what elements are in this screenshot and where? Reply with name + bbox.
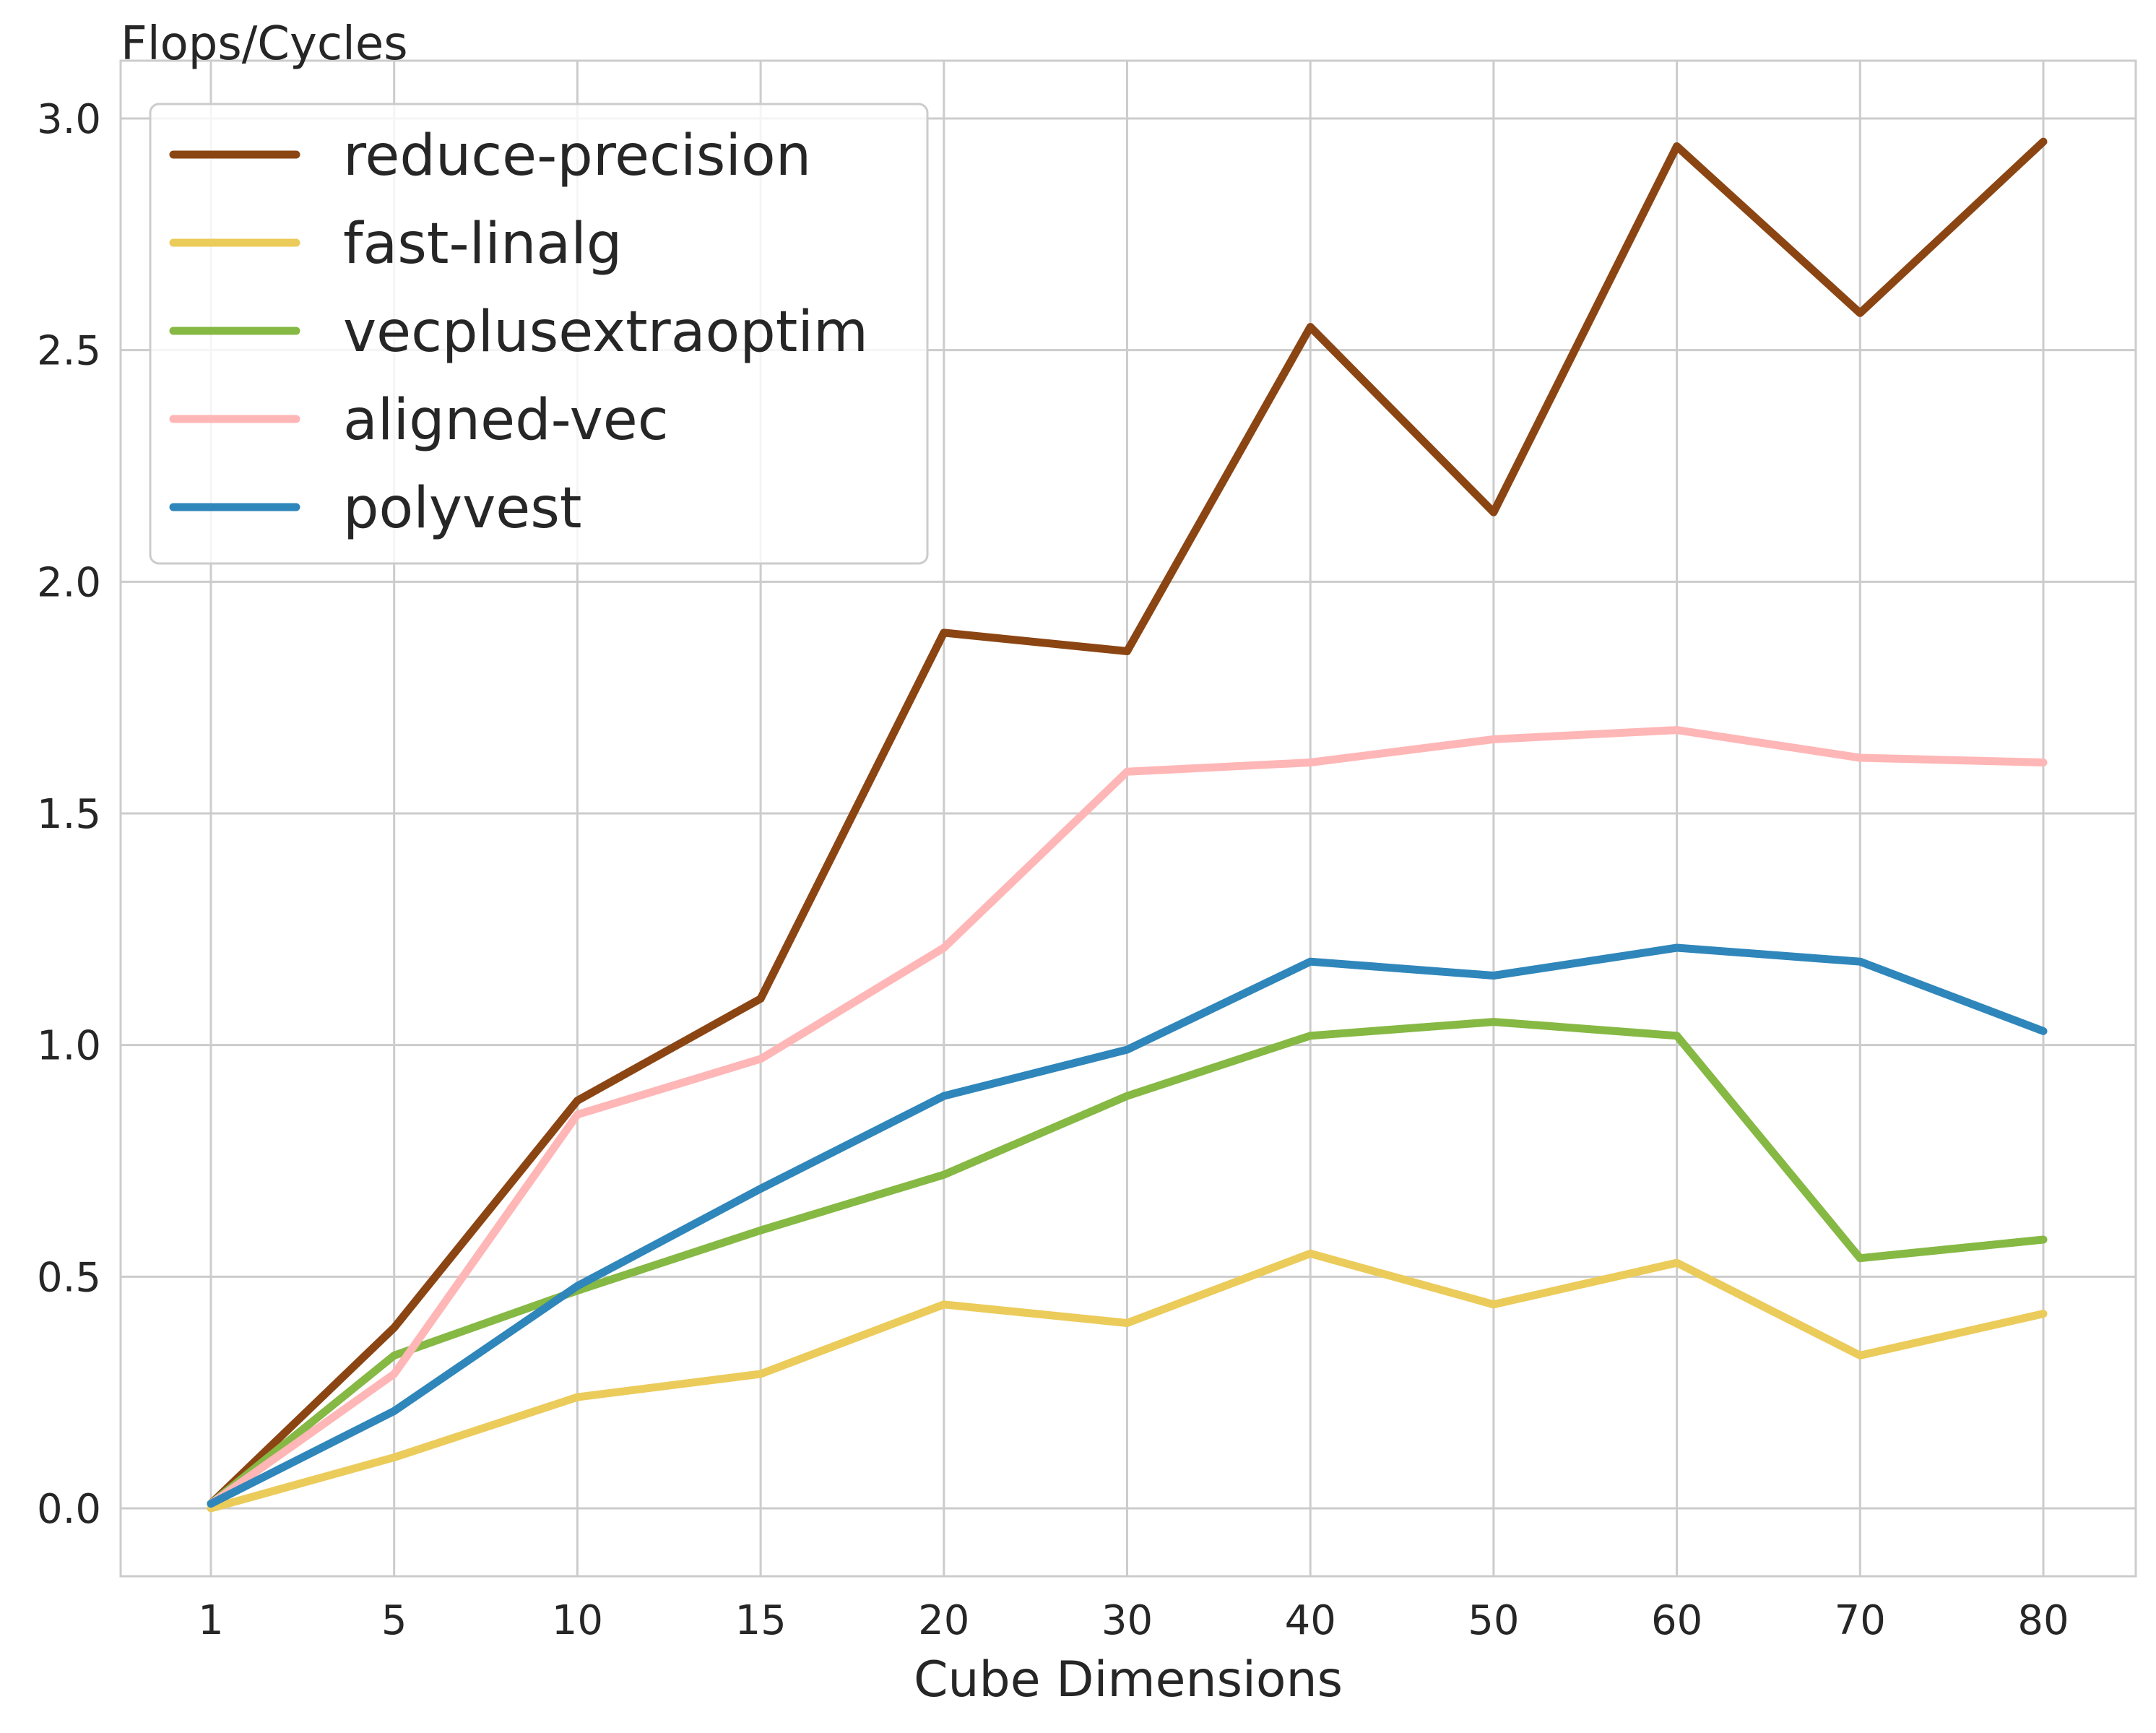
series-line-polyvest — [207, 943, 2048, 1508]
y-tick-label: 2.0 — [37, 559, 101, 606]
legend-label: fast-linalg — [343, 212, 622, 277]
legend-label: polyvest — [343, 476, 581, 541]
series-lines — [207, 137, 2048, 1513]
x-tick-label: 20 — [918, 1597, 969, 1644]
legend-label: aligned-vec — [343, 388, 669, 453]
x-tick-label: 1 — [198, 1597, 224, 1644]
y-tick-label: 1.5 — [37, 791, 101, 838]
y-tick-label: 0.0 — [37, 1486, 101, 1533]
x-tick-label: 10 — [552, 1597, 603, 1644]
legend: reduce-precision fast-linalg vecplusextrao… — [149, 103, 929, 565]
legend-label: reduce-precision — [343, 124, 811, 189]
x-tick-label: 40 — [1285, 1597, 1336, 1644]
x-tick-label: 70 — [1835, 1597, 1886, 1644]
x-tick-label: 5 — [381, 1597, 407, 1644]
series-line-vecplusextraoptim — [207, 1018, 2048, 1508]
x-tick-label: 30 — [1101, 1597, 1153, 1644]
legend-label: vecplusextraoptim — [343, 300, 868, 365]
plot-frame — [119, 59, 2137, 1578]
x-axis-title: Cube Dimensions — [914, 1651, 1343, 1708]
y-tick-label: 0.5 — [37, 1254, 101, 1301]
series-line-fast-linalg — [207, 1249, 2048, 1513]
series-line-reduce-precision — [207, 137, 2048, 1508]
series-line-aligned-vec — [207, 726, 2048, 1508]
y-tick-label: 3.0 — [37, 96, 101, 143]
x-tick-label: 50 — [1468, 1597, 1519, 1644]
y-tick-label: 2.5 — [37, 328, 101, 375]
y-tick-label: 1.0 — [37, 1023, 101, 1070]
legend-box — [149, 103, 929, 565]
x-tick-labels: 1 5 10 15 20 30 40 50 60 70 80 — [198, 1597, 2069, 1644]
x-tick-label: 60 — [1651, 1597, 1702, 1644]
y-axis-title: Flops/Cycles — [121, 17, 408, 71]
x-tick-label: 15 — [735, 1597, 786, 1644]
x-tick-label: 80 — [2017, 1597, 2069, 1644]
y-tick-labels: 0.0 0.5 1.0 1.5 2.0 2.5 3.0 — [37, 96, 101, 1533]
